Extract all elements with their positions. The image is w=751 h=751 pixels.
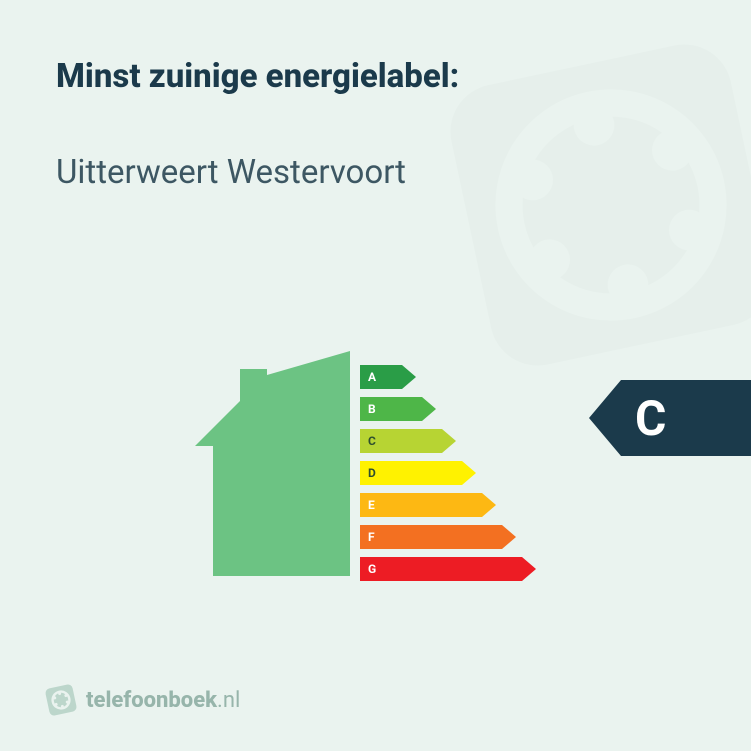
bar-label: B <box>360 397 422 421</box>
bar-arrow-tip <box>402 365 416 389</box>
energy-bar-g: G <box>360 555 536 582</box>
card-subtitle: Uitterweert Westervoort <box>56 152 695 193</box>
bar-label: E <box>360 493 482 517</box>
energy-bar-f: F <box>360 523 536 550</box>
card-title: Minst zuinige energielabel: <box>56 56 695 97</box>
footer-brand-text: telefoonboek.nl <box>86 688 240 713</box>
house-icon <box>195 351 350 576</box>
active-label-badge: C <box>589 380 751 456</box>
bar-arrow-tip <box>462 461 476 485</box>
energy-bar-b: B <box>360 395 536 422</box>
phonebook-logo-icon <box>43 682 79 718</box>
brand-tld: .nl <box>217 688 240 713</box>
bar-arrow-tip <box>522 557 536 581</box>
bar-label: C <box>360 429 442 453</box>
bar-arrow-tip <box>482 493 496 517</box>
energy-bar-c: C <box>360 427 536 454</box>
bar-label: D <box>360 461 462 485</box>
energy-bar-d: D <box>360 459 536 486</box>
footer-brand: telefoonboek.nl <box>46 685 240 715</box>
bar-label: G <box>360 557 522 581</box>
energy-label-card: Minst zuinige energielabel: Uitterweert … <box>0 0 751 751</box>
bar-arrow-tip <box>502 525 516 549</box>
bar-arrow-tip <box>442 429 456 453</box>
badge-arrow <box>589 380 621 456</box>
badge-letter: C <box>621 380 751 456</box>
energy-bars: ABCDEFG <box>360 363 536 587</box>
energy-bar-e: E <box>360 491 536 518</box>
bar-label: F <box>360 525 502 549</box>
brand-name: telefoonboek <box>86 688 217 713</box>
bar-label: A <box>360 365 402 389</box>
bar-arrow-tip <box>422 397 436 421</box>
energy-bar-a: A <box>360 363 536 390</box>
